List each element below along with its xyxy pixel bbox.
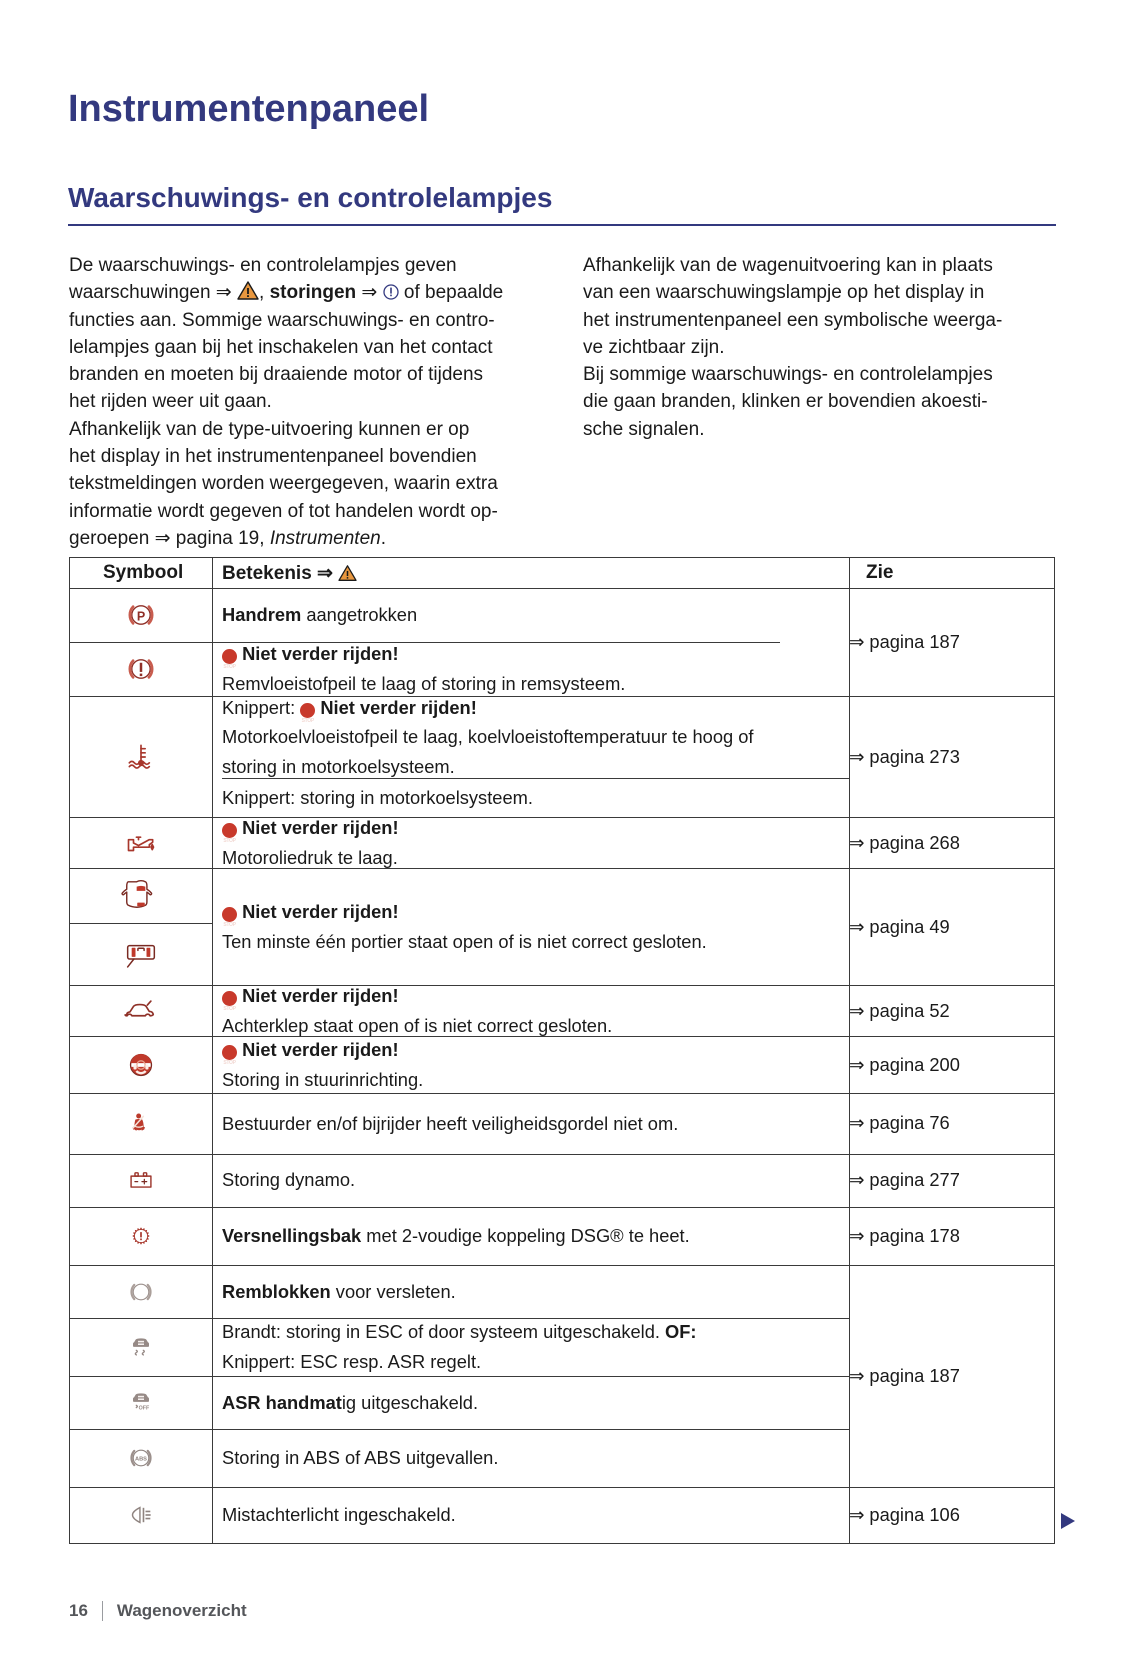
svg-text:OFF: OFF (138, 1406, 149, 1412)
svg-text:P: P (136, 609, 144, 623)
svg-text:ABS: ABS (135, 1456, 147, 1462)
